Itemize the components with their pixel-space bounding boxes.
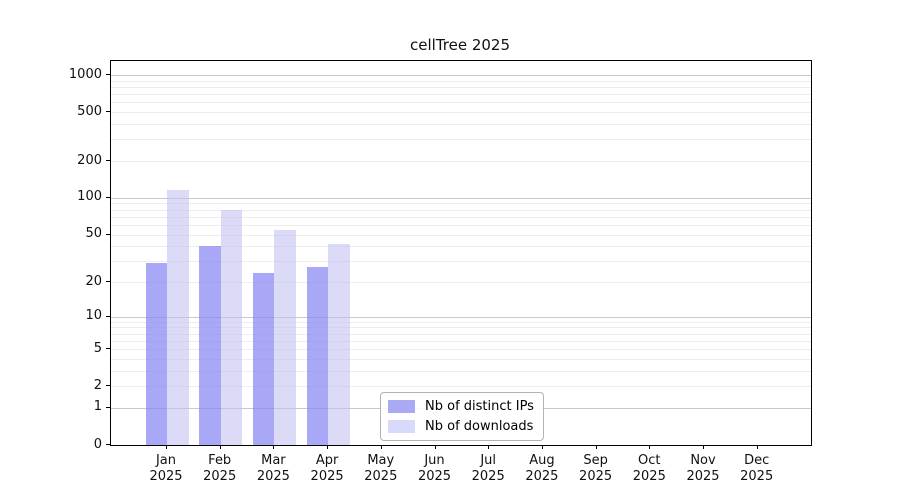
- y-tick-50: [106, 233, 110, 235]
- y-tick-label-5: 5: [93, 340, 102, 356]
- gridline-minor-4: [111, 358, 811, 360]
- bar-distinct-ips-mar: [252, 272, 275, 445]
- y-tick-2: [106, 385, 110, 387]
- y-tick-label-500: 500: [77, 103, 102, 119]
- bar-downloads-jan: [167, 190, 189, 445]
- y-tick-label-2: 2: [93, 377, 102, 393]
- bar-downloads-feb: [220, 210, 243, 445]
- gridline-minor-300: [111, 139, 811, 141]
- legend-swatch-distinct-ips: [388, 400, 415, 413]
- gridline-minor-500: [111, 112, 811, 114]
- gridline-minor-3: [111, 370, 811, 372]
- x-tick-label-nov: Nov 2025: [686, 453, 720, 484]
- gridline-minor-70: [111, 216, 811, 218]
- plot-area: Nb of distinct IPs Nb of downloads: [110, 60, 812, 446]
- gridline-minor-80: [111, 209, 811, 211]
- x-tick-mar: [273, 445, 275, 449]
- gridline-minor-700: [111, 94, 811, 96]
- x-tick-label-oct: Oct 2025: [632, 453, 666, 484]
- gridline-minor-30: [111, 261, 811, 263]
- x-tick-jan: [166, 445, 167, 449]
- gridline-minor-50: [111, 234, 811, 236]
- bar-downloads-apr: [328, 243, 350, 445]
- chart-title: cellTree 2025: [409, 36, 510, 54]
- y-tick-10: [106, 315, 110, 317]
- bar-distinct-ips-apr: [306, 266, 329, 445]
- gridline-minor-6: [111, 340, 811, 342]
- y-tick-0: [106, 444, 110, 445]
- y-tick-label-10: 10: [85, 308, 102, 324]
- bar-downloads-mar: [274, 230, 296, 445]
- gridline-minor-40: [111, 246, 811, 248]
- gridline-minor-800: [111, 87, 811, 88]
- gridline-minor-20: [111, 282, 811, 283]
- x-tick-label-may: May 2025: [364, 453, 398, 484]
- x-tick-dec: [756, 445, 758, 449]
- gridline-minor-7: [111, 333, 811, 335]
- y-tick-label-1: 1: [93, 399, 102, 415]
- gridline-minor-400: [111, 124, 811, 125]
- x-tick-nov: [703, 445, 704, 449]
- gridline-minor-600: [111, 102, 811, 104]
- y-tick-100: [106, 196, 110, 198]
- y-tick-1000: [106, 74, 110, 75]
- legend-label-downloads: Nb of downloads: [425, 419, 534, 434]
- y-tick-1: [106, 406, 110, 408]
- x-tick-label-jan: Jan 2025: [149, 453, 183, 484]
- x-tick-label-dec: Dec 2025: [740, 453, 774, 484]
- y-tick-label-20: 20: [85, 273, 102, 289]
- gridline-minor-9: [111, 321, 811, 323]
- y-tick-500: [106, 111, 110, 113]
- y-tick-5: [106, 348, 110, 350]
- y-tick-label-1000: 1000: [68, 66, 102, 82]
- y-tick-label-50: 50: [85, 226, 102, 241]
- gridline-minor-200: [111, 161, 811, 162]
- x-tick-jul: [488, 445, 490, 449]
- gridline-minor-90: [111, 203, 811, 205]
- x-tick-label-aug: Aug 2025: [525, 453, 559, 484]
- x-tick-jun: [434, 445, 436, 449]
- x-tick-label-sep: Sep 2025: [579, 453, 613, 484]
- gridline-major-100: [111, 197, 811, 199]
- y-tick-label-0: 0: [93, 436, 102, 452]
- y-tick-label-100: 100: [77, 189, 102, 205]
- gridline-major-1000: [111, 75, 811, 76]
- x-tick-label-mar: Mar 2025: [256, 453, 290, 484]
- bar-distinct-ips-feb: [199, 246, 221, 445]
- x-tick-aug: [541, 445, 543, 449]
- legend-entry-downloads: Nb of downloads: [388, 419, 534, 434]
- x-tick-label-jun: Jun 2025: [417, 453, 452, 484]
- x-tick-oct: [649, 445, 651, 449]
- gridline-minor-2: [111, 386, 811, 388]
- legend-label-distinct-ips: Nb of distinct IPs: [425, 399, 534, 414]
- gridline-minor-5: [111, 349, 811, 351]
- x-tick-feb: [219, 445, 221, 449]
- gridline-minor-60: [111, 224, 811, 226]
- x-tick-apr: [327, 445, 329, 449]
- legend-swatch-downloads: [388, 420, 415, 433]
- gridline-minor-900: [111, 80, 811, 82]
- y-tick-20: [106, 281, 110, 282]
- x-tick-label-feb: Feb 2025: [203, 453, 237, 484]
- gridline-minor-8: [111, 327, 811, 329]
- legend: Nb of distinct IPs Nb of downloads: [380, 392, 544, 441]
- x-tick-sep: [595, 445, 597, 449]
- legend-entry-distinct-ips: Nb of distinct IPs: [388, 399, 534, 414]
- gridline-major-10: [111, 316, 811, 318]
- bar-distinct-ips-jan: [145, 262, 167, 445]
- x-tick-label-jul: Jul 2025: [471, 453, 505, 484]
- y-tick-label-200: 200: [77, 152, 102, 168]
- y-tick-200: [106, 160, 110, 161]
- x-tick-label-apr: Apr 2025: [310, 453, 344, 484]
- x-tick-may: [380, 445, 382, 449]
